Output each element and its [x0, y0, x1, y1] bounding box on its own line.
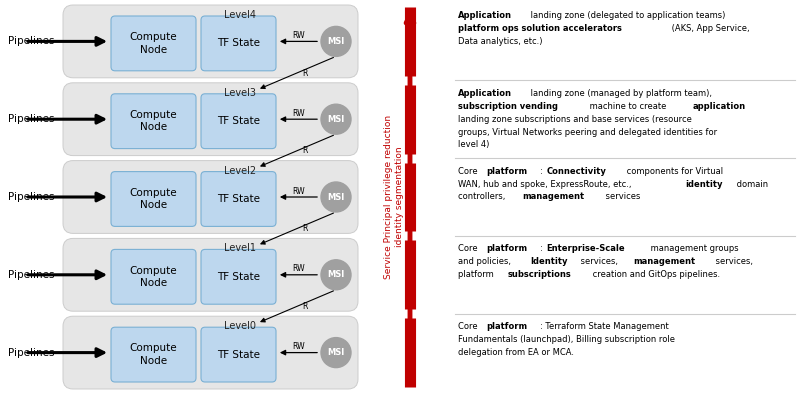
Text: Level4: Level4 — [224, 10, 256, 20]
Text: Level2: Level2 — [224, 165, 256, 176]
Circle shape — [321, 182, 351, 212]
Text: MSI: MSI — [327, 270, 345, 279]
Text: level 4): level 4) — [458, 141, 490, 149]
Text: and policies,: and policies, — [458, 257, 514, 266]
Text: Data analytics, etc.): Data analytics, etc.) — [458, 37, 542, 46]
FancyBboxPatch shape — [63, 5, 358, 78]
Text: identity: identity — [686, 180, 722, 188]
Circle shape — [321, 338, 351, 368]
Text: creation and GitOps pipelines.: creation and GitOps pipelines. — [590, 270, 720, 279]
Text: TF State: TF State — [217, 116, 260, 126]
FancyBboxPatch shape — [111, 16, 196, 71]
Text: MSI: MSI — [327, 37, 345, 46]
FancyBboxPatch shape — [111, 172, 196, 227]
Text: platform: platform — [458, 270, 496, 279]
Text: subscriptions: subscriptions — [507, 270, 571, 279]
Text: TF State: TF State — [217, 349, 260, 360]
FancyBboxPatch shape — [201, 16, 276, 71]
Text: Compute
Node: Compute Node — [130, 188, 178, 210]
Text: Service Principal privilege reduction
identity segmentation: Service Principal privilege reduction id… — [384, 115, 404, 279]
FancyBboxPatch shape — [111, 94, 196, 149]
Text: platform: platform — [486, 322, 528, 331]
Text: Level1: Level1 — [224, 243, 256, 253]
Text: application: application — [693, 102, 746, 111]
Text: services,: services, — [714, 257, 754, 266]
Text: Application: Application — [458, 11, 512, 20]
Text: management groups: management groups — [648, 244, 738, 253]
Text: delegation from EA or MCA.: delegation from EA or MCA. — [458, 348, 574, 357]
Text: landing zone (delegated to application teams): landing zone (delegated to application t… — [528, 11, 725, 20]
Text: RW: RW — [292, 264, 305, 273]
Text: TF State: TF State — [217, 194, 260, 204]
Text: Application: Application — [458, 89, 512, 98]
Text: MSI: MSI — [327, 193, 345, 201]
Text: WAN, hub and spoke, ExpressRoute, etc.,: WAN, hub and spoke, ExpressRoute, etc., — [458, 180, 634, 188]
Text: R: R — [302, 224, 308, 233]
Text: Fundamentals (launchpad), Billing subscription role: Fundamentals (launchpad), Billing subscr… — [458, 335, 675, 344]
Text: Level3: Level3 — [224, 88, 256, 98]
Text: RW: RW — [292, 342, 305, 351]
Text: Enterprise-Scale: Enterprise-Scale — [546, 244, 626, 253]
Text: landing zone (managed by platform team),: landing zone (managed by platform team), — [528, 89, 712, 98]
Text: Compute
Node: Compute Node — [130, 110, 178, 132]
Circle shape — [321, 260, 351, 290]
Text: services,: services, — [578, 257, 621, 266]
Text: domain: domain — [734, 180, 768, 188]
Circle shape — [321, 104, 351, 134]
FancyBboxPatch shape — [111, 327, 196, 382]
FancyBboxPatch shape — [63, 161, 358, 233]
Text: groups, Virtual Networks peering and delegated identities for: groups, Virtual Networks peering and del… — [458, 128, 717, 137]
Text: Pipelines: Pipelines — [8, 36, 54, 46]
Text: machine to create: machine to create — [587, 102, 669, 111]
Text: Compute
Node: Compute Node — [130, 32, 178, 55]
Text: platform: platform — [486, 167, 528, 176]
Text: TF State: TF State — [217, 38, 260, 48]
Text: Compute
Node: Compute Node — [130, 344, 178, 366]
Text: services: services — [602, 192, 640, 201]
FancyBboxPatch shape — [63, 316, 358, 389]
Text: management: management — [633, 257, 695, 266]
Text: landing zone subscriptions and base services (resource: landing zone subscriptions and base serv… — [458, 115, 692, 124]
Text: R: R — [302, 147, 308, 155]
Circle shape — [321, 26, 351, 56]
Text: : Terraform State Management: : Terraform State Management — [540, 322, 669, 331]
Text: Pipelines: Pipelines — [8, 348, 54, 358]
Text: Connectivity: Connectivity — [546, 167, 606, 176]
Text: Compute
Node: Compute Node — [130, 266, 178, 288]
Text: Pipelines: Pipelines — [8, 114, 54, 124]
FancyBboxPatch shape — [63, 83, 358, 156]
Text: Core: Core — [458, 167, 480, 176]
Text: controllers,: controllers, — [458, 192, 508, 201]
Text: management: management — [522, 192, 585, 201]
Text: Identity: Identity — [530, 257, 567, 266]
FancyBboxPatch shape — [201, 249, 276, 304]
Text: RW: RW — [292, 186, 305, 195]
Text: :: : — [540, 167, 545, 176]
Text: Core: Core — [458, 244, 480, 253]
FancyBboxPatch shape — [201, 172, 276, 227]
FancyBboxPatch shape — [111, 249, 196, 304]
Text: Pipelines: Pipelines — [8, 192, 54, 202]
Text: R: R — [302, 69, 308, 78]
Text: RW: RW — [292, 31, 305, 40]
Text: MSI: MSI — [327, 348, 345, 357]
Text: platform: platform — [486, 244, 528, 253]
Text: Pipelines: Pipelines — [8, 270, 54, 280]
Text: MSI: MSI — [327, 115, 345, 124]
Text: :: : — [540, 244, 545, 253]
Text: Level0: Level0 — [224, 321, 256, 331]
Text: RW: RW — [292, 109, 305, 118]
Text: (AKS, App Service,: (AKS, App Service, — [670, 24, 750, 33]
FancyBboxPatch shape — [201, 94, 276, 149]
Text: subscription vending: subscription vending — [458, 102, 558, 111]
Text: platform ops solution accelerators: platform ops solution accelerators — [458, 24, 622, 33]
Text: Core: Core — [458, 322, 480, 331]
FancyBboxPatch shape — [201, 327, 276, 382]
Text: components for Virtual: components for Virtual — [624, 167, 723, 176]
Text: R: R — [302, 302, 308, 311]
Text: TF State: TF State — [217, 272, 260, 282]
FancyBboxPatch shape — [63, 238, 358, 311]
